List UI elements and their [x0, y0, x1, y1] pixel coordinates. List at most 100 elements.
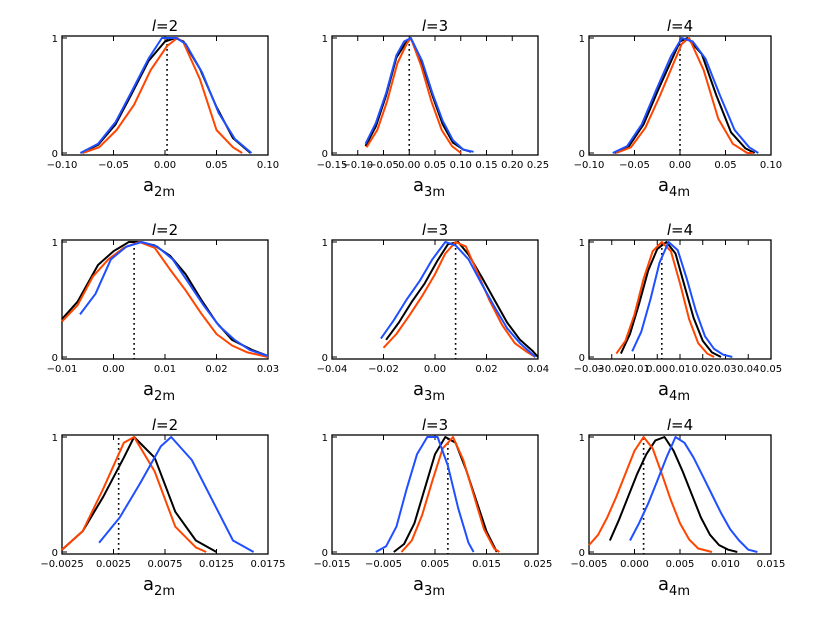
y-tick-label: 0	[579, 548, 585, 559]
x-axis-label-subscript: 2m	[154, 584, 175, 599]
x-tick-label: 0.015	[757, 559, 786, 570]
x-tick-label: −0.10	[342, 160, 373, 171]
x-tick-label: −0.005	[365, 559, 402, 570]
panel-title-value: =2	[156, 221, 178, 239]
x-axis-label: a4m	[658, 175, 690, 200]
series-line-black	[393, 436, 498, 553]
x-tick-label: −0.005	[570, 559, 607, 570]
x-tick-label: 0.25	[527, 160, 549, 171]
panel-title-value: =3	[426, 221, 448, 239]
x-tick-label: −0.01	[47, 364, 78, 375]
x-tick-label: 0.0125	[199, 559, 234, 570]
x-tick-label: 0.02	[475, 364, 497, 375]
y-tick-label: 0	[52, 149, 58, 160]
series-line-black	[608, 436, 738, 553]
x-tick-label: 0.02	[692, 364, 714, 375]
plot-frame	[331, 239, 539, 360]
x-tick-label: 0.20	[501, 160, 523, 171]
x-tick-label: −0.10	[47, 160, 78, 171]
series-line-orange	[61, 241, 269, 358]
panel-3: −0.10 −0.05 0.00 0.05 0.10 0 1 l=4 a4m	[574, 17, 782, 200]
x-tick-label: −0.02	[368, 364, 399, 375]
x-axis-label-base: a	[143, 379, 154, 400]
x-axis-label-subscript: 4m	[669, 389, 690, 404]
x-tick-label: 0.04	[737, 364, 759, 375]
panel-title-letter: l	[422, 221, 427, 239]
panel-title: l=3	[422, 416, 448, 434]
x-tick-label: −0.015	[313, 559, 350, 570]
panel-title-value: =4	[671, 17, 693, 35]
series-line-orange	[382, 241, 536, 358]
x-axis-label: a4m	[658, 574, 690, 599]
x-tick-label: −0.03	[574, 364, 605, 375]
panel-title-letter: l	[152, 416, 157, 434]
x-tick-label: 0.00	[646, 364, 668, 375]
x-tick-label: 0.0175	[251, 559, 286, 570]
x-tick-label: 0.0025	[96, 559, 131, 570]
x-tick-label: 0.00	[154, 160, 176, 171]
series-line-orange	[615, 241, 715, 358]
y-tick-label: 1	[322, 34, 328, 45]
y-tick-label: 0	[322, 149, 328, 160]
x-axis-label-subscript: 4m	[669, 185, 690, 200]
x-tick-label: 0.00	[102, 364, 124, 375]
panel-title: l=4	[667, 221, 693, 239]
x-axis-label: a3m	[413, 379, 445, 404]
series-line-black	[61, 241, 269, 357]
y-tick-label: 0	[52, 353, 58, 364]
panel-title-value: =3	[426, 17, 448, 35]
x-tick-label: 0.05	[424, 160, 446, 171]
x-axis-label-subscript: 3m	[424, 185, 445, 200]
series-line-black	[385, 241, 539, 358]
series-line-blue	[80, 37, 253, 154]
series-line-blue	[631, 241, 733, 358]
x-axis-label: a2m	[143, 574, 175, 599]
x-axis-label-base: a	[413, 379, 424, 400]
x-axis-label-base: a	[143, 574, 154, 595]
x-tick-label: 0.015	[472, 559, 501, 570]
x-tick-label: −0.0025	[40, 559, 83, 570]
panel-9: −0.005 0.000 0.005 0.010 0.015 0 1 l=4 a4m	[570, 416, 785, 599]
x-tick-label: 0.00	[398, 160, 420, 171]
y-tick-label: 0	[52, 548, 58, 559]
x-axis-label-base: a	[658, 379, 669, 400]
panel-title-letter: l	[667, 221, 672, 239]
panel-4: −0.01 0.00 0.01 0.02 0.03 0 1 l=2 a2m	[47, 221, 279, 404]
x-axis-label-subscript: 2m	[154, 185, 175, 200]
series-line-blue	[364, 37, 474, 153]
x-tick-label: 0.00	[424, 364, 446, 375]
y-tick-label: 1	[579, 34, 585, 45]
x-axis-label-subscript: 2m	[154, 389, 175, 404]
panel-title-letter: l	[422, 416, 427, 434]
y-tick-label: 1	[52, 238, 58, 249]
panel-title-value: =2	[156, 17, 178, 35]
y-tick-label: 1	[322, 433, 328, 444]
y-tick-label: 1	[52, 433, 58, 444]
panel-title-value: =3	[426, 416, 448, 434]
plot-frame	[61, 434, 269, 555]
series-line-orange	[82, 37, 243, 154]
panel-2: −0.15−0.10−0.05 0.00 0.05 0.10 0.15 0.20 0.25 0…	[317, 17, 549, 200]
x-tick-label: −0.05	[98, 160, 129, 171]
x-axis-label-base: a	[143, 175, 154, 196]
y-tick-label: 0	[322, 548, 328, 559]
x-tick-label: 0.10	[257, 160, 279, 171]
series-line-orange	[365, 37, 462, 154]
x-tick-label: 0.04	[527, 364, 549, 375]
series-line-blue	[380, 241, 537, 358]
x-tick-label: −0.10	[574, 160, 605, 171]
series-line-black	[61, 436, 217, 553]
x-tick-label: −0.05	[619, 160, 650, 171]
panel-8: −0.015 −0.005 0.005 0.015 0.025 0 1 l=3 a3m	[313, 416, 552, 599]
y-tick-label: 1	[322, 238, 328, 249]
panel-6: −0.03−0.02−0.010.00 0.01 0.02 0.03 0.04 0.05 0…	[574, 221, 782, 404]
plot-frame	[61, 35, 269, 156]
panel-title: l=4	[667, 416, 693, 434]
x-tick-label: −0.04	[317, 364, 348, 375]
x-tick-label: −0.15	[317, 160, 348, 171]
y-tick-label: 1	[52, 34, 58, 45]
panel-title: l=2	[152, 221, 178, 239]
panel-title: l=3	[422, 221, 448, 239]
x-tick-label: 0.03	[714, 364, 736, 375]
